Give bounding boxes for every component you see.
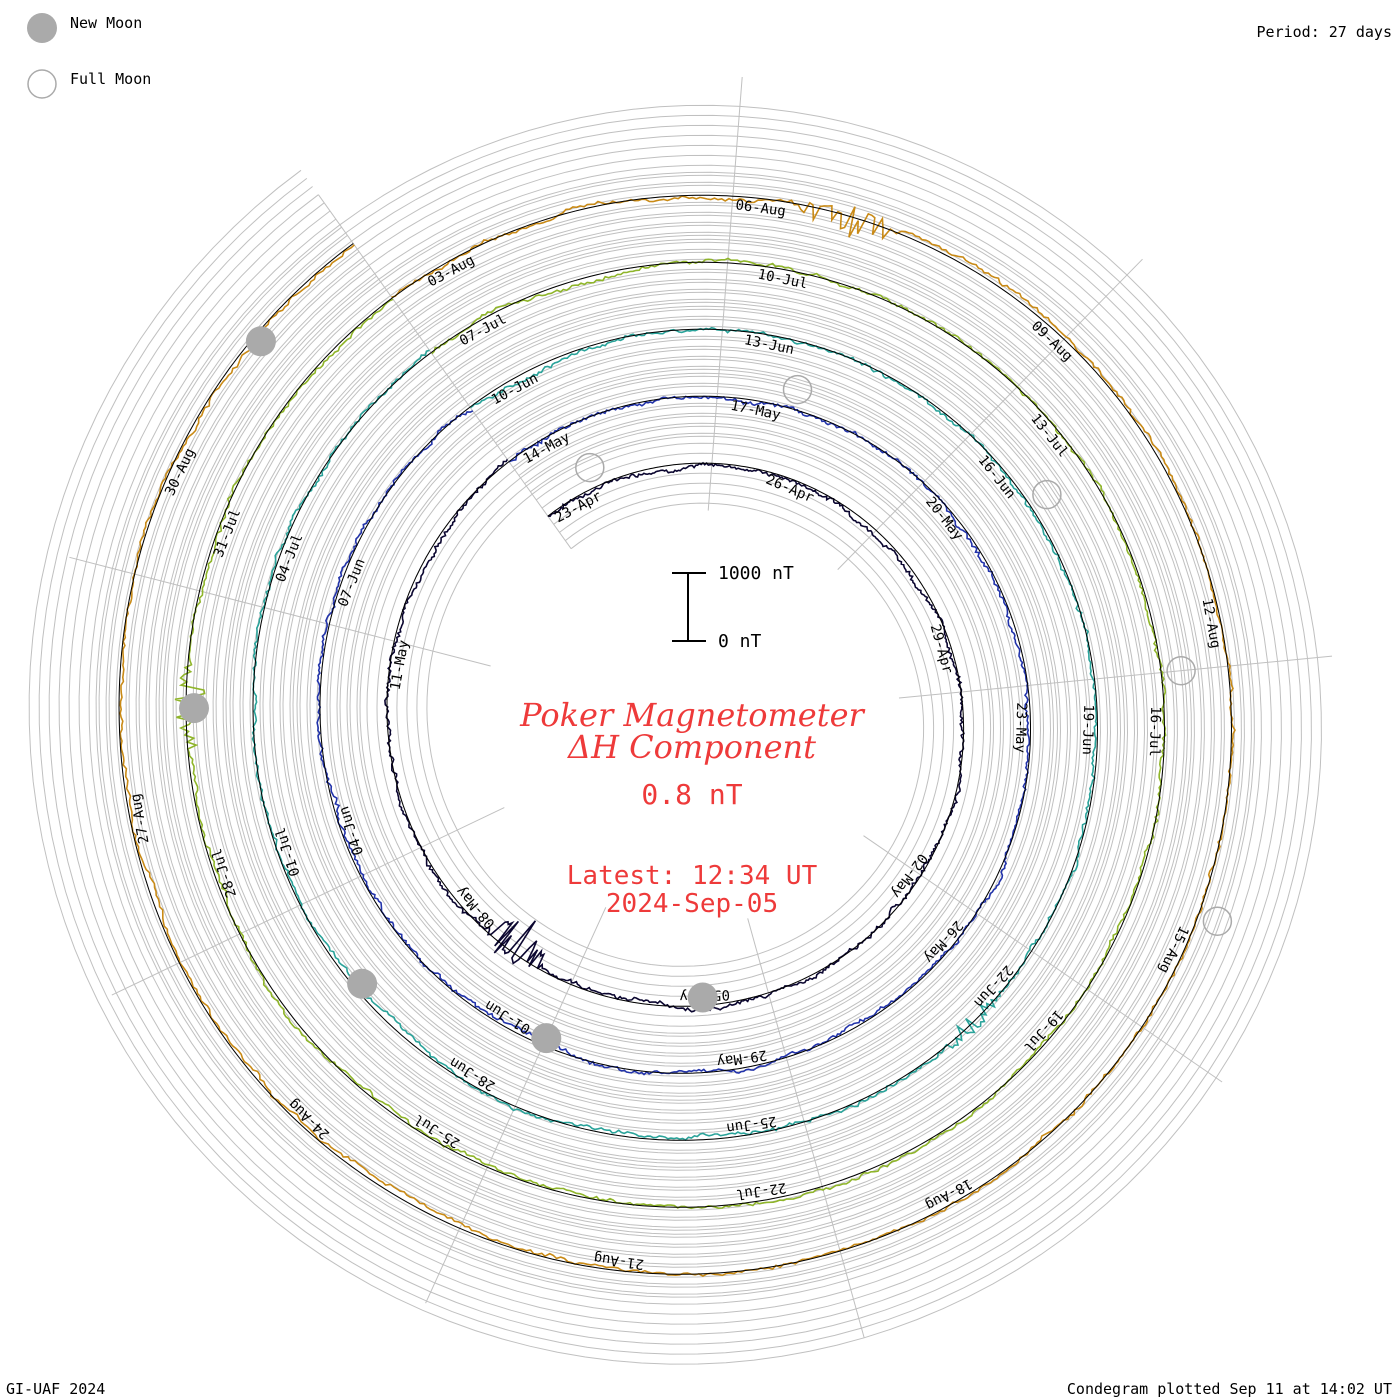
grid-ring xyxy=(108,184,1242,1285)
full-moon-icon xyxy=(1202,906,1233,936)
full-moon-icon xyxy=(1166,655,1196,686)
date-label: 19-Jun xyxy=(1079,704,1096,755)
full-moon-legend-icon xyxy=(27,69,57,99)
grid-ring xyxy=(68,144,1282,1325)
baseline-ring xyxy=(118,194,1233,1275)
full-moon-icon xyxy=(782,374,813,405)
date-label: 21-Aug xyxy=(593,1249,645,1272)
new-moon-icon xyxy=(179,693,209,724)
full-moon-icon xyxy=(1032,479,1062,510)
grid-ring xyxy=(148,224,1202,1245)
date-label: 16-Jul xyxy=(1146,706,1163,757)
chart-title: Poker Magnetometer xyxy=(519,696,865,734)
radial-spoke xyxy=(837,258,1143,570)
date-label: 23-May xyxy=(1012,702,1029,753)
full-moon-icon xyxy=(575,452,605,483)
chart-component: ΔH Component xyxy=(566,728,816,766)
new-moon-legend-label: New Moon xyxy=(70,14,143,32)
date-label: 06-Aug xyxy=(735,197,787,220)
scale-bar xyxy=(672,572,706,642)
date-label: 14-May xyxy=(521,429,573,467)
full-moon-legend-label: Full Moon xyxy=(70,70,152,88)
grid-ring xyxy=(78,154,1272,1315)
current-value: 0.8 nT xyxy=(641,778,742,811)
trace-rotation-4 xyxy=(174,257,1167,1210)
baseline-ring xyxy=(319,395,1031,1074)
grid-ring xyxy=(158,234,1192,1235)
radial-spoke xyxy=(111,807,505,996)
grid-ring xyxy=(28,104,1322,1365)
date-label: 29-May xyxy=(716,1046,768,1069)
radial-spoke xyxy=(707,76,743,511)
period-label: Period: 27 days xyxy=(1256,23,1392,41)
baseline-ring xyxy=(252,328,1098,1141)
date-label: 22-Jul xyxy=(735,1179,787,1202)
radial-spoke xyxy=(747,918,865,1338)
scale-top-label: 1000 nT xyxy=(718,563,794,584)
grid-ring xyxy=(128,204,1222,1265)
grid-ring xyxy=(58,134,1292,1335)
trace-rotation-5 xyxy=(119,195,1236,1278)
baseline-rings xyxy=(118,194,1233,1275)
radial-spoke xyxy=(863,835,1223,1083)
date-label: 23-Apr xyxy=(552,488,604,526)
new-moon-icon xyxy=(347,968,378,999)
baseline-ring xyxy=(386,461,965,1007)
grid-ring xyxy=(38,114,1312,1355)
date-label: 26-Apr xyxy=(763,472,816,507)
new-moon-icon xyxy=(245,326,276,357)
baseline-ring xyxy=(185,261,1165,1208)
grid-ring xyxy=(88,164,1262,1305)
moon-markers xyxy=(179,326,1233,1054)
date-label: 25-Jul xyxy=(412,1111,463,1151)
radial-spoke xyxy=(425,907,607,1304)
radial-spoke xyxy=(317,194,572,549)
footer-credit: GI-UAF 2024 xyxy=(6,1380,106,1398)
date-label: 01-Jun xyxy=(482,997,533,1037)
new-moon-icon xyxy=(687,982,718,1013)
latest-date: 2024-Sep-05 xyxy=(606,889,778,919)
radial-spoke xyxy=(898,655,1333,699)
new-moon-icon xyxy=(531,1023,562,1054)
scale-bottom-label: 0 nT xyxy=(718,631,762,652)
new-moon-legend-icon xyxy=(27,13,57,43)
date-label: 25-Jun xyxy=(725,1113,777,1136)
latest-time: Latest: 12:34 UT xyxy=(567,861,818,891)
date-label: 11-May xyxy=(388,639,413,692)
radial-spokes xyxy=(69,76,1333,1338)
grid-ring xyxy=(98,174,1252,1295)
grid-ring xyxy=(138,214,1212,1255)
radial-spoke xyxy=(69,556,491,667)
footer-plotted: Condegram plotted Sep 11 at 14:02 UT xyxy=(1066,1380,1392,1398)
